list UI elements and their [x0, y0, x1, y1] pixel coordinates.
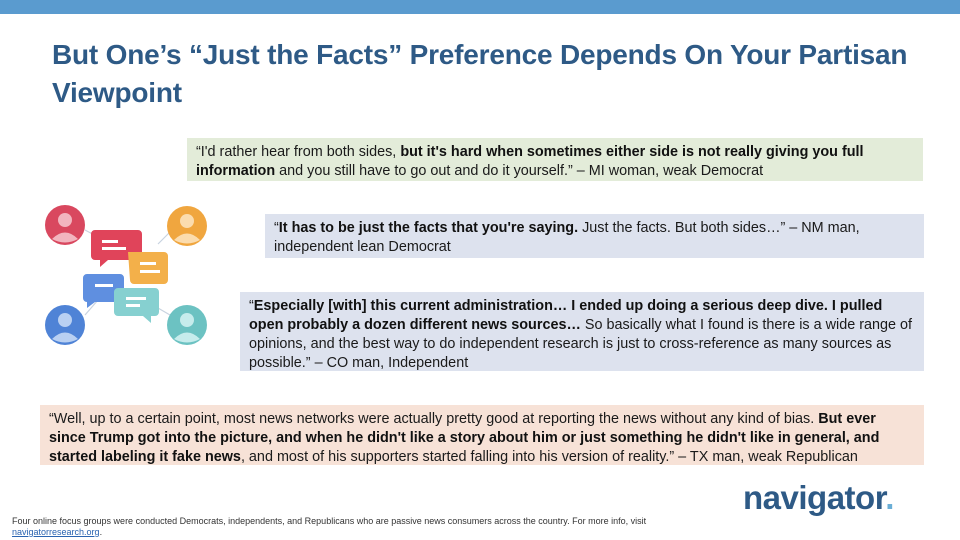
quote-nm-man: “It has to be just the facts that you're… — [265, 214, 924, 258]
footnote: Four online focus groups were conducted … — [12, 516, 712, 538]
page-title: But One’s “Just the Facts” Preference De… — [52, 39, 908, 108]
avatar-teal-icon — [167, 305, 207, 345]
quote-text: “Well, up to a certain point, most news … — [49, 411, 819, 427]
quote-emphasis: but it's hard when sometimes either side… — [196, 144, 864, 179]
quote-emphasis: But ever since Trump got into the pictur… — [49, 411, 880, 465]
quote-co-man: “Especially [with] this current administ… — [240, 292, 924, 371]
logo-dot: . — [885, 479, 894, 516]
quote-text: So basically what I found is there is a … — [249, 317, 913, 371]
quote-text: “ — [274, 220, 279, 236]
chat-bubbles-icon — [83, 230, 168, 323]
avatar-blue-icon — [45, 305, 85, 345]
quote-emphasis: Especially [with] this current administr… — [249, 298, 883, 333]
navigator-logo: navigator. — [743, 479, 894, 517]
quote-mi-woman: “I'd rather hear from both sides, but it… — [187, 138, 923, 181]
quote-text: and you still have to go out and do it y… — [275, 163, 764, 179]
quote-text: Just the facts. But both sides…” – NM ma… — [274, 220, 860, 255]
footnote-link[interactable]: navigatorresearch.org — [12, 527, 100, 537]
quote-text: “I'd rather hear from both sides, — [196, 144, 401, 160]
quote-tx-man: “Well, up to a certain point, most news … — [40, 405, 924, 465]
footnote-text: Four online focus groups were conducted … — [12, 516, 647, 526]
quote-text: “ — [249, 298, 254, 314]
quote-emphasis: It has to be just the facts that you're … — [278, 220, 579, 236]
avatar-red-icon — [45, 205, 85, 245]
quote-text: , and most of his supporters started fal… — [240, 449, 858, 465]
logo-text: navigator — [743, 479, 886, 516]
conversation-illustration — [45, 205, 207, 345]
footnote-end: . — [99, 527, 103, 537]
top-accent-bar — [0, 0, 960, 14]
avatar-orange-icon — [167, 206, 207, 246]
